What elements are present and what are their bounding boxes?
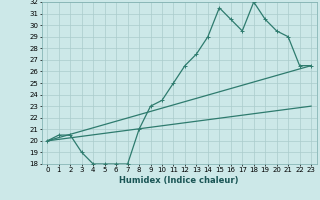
X-axis label: Humidex (Indice chaleur): Humidex (Indice chaleur) [119,176,239,185]
